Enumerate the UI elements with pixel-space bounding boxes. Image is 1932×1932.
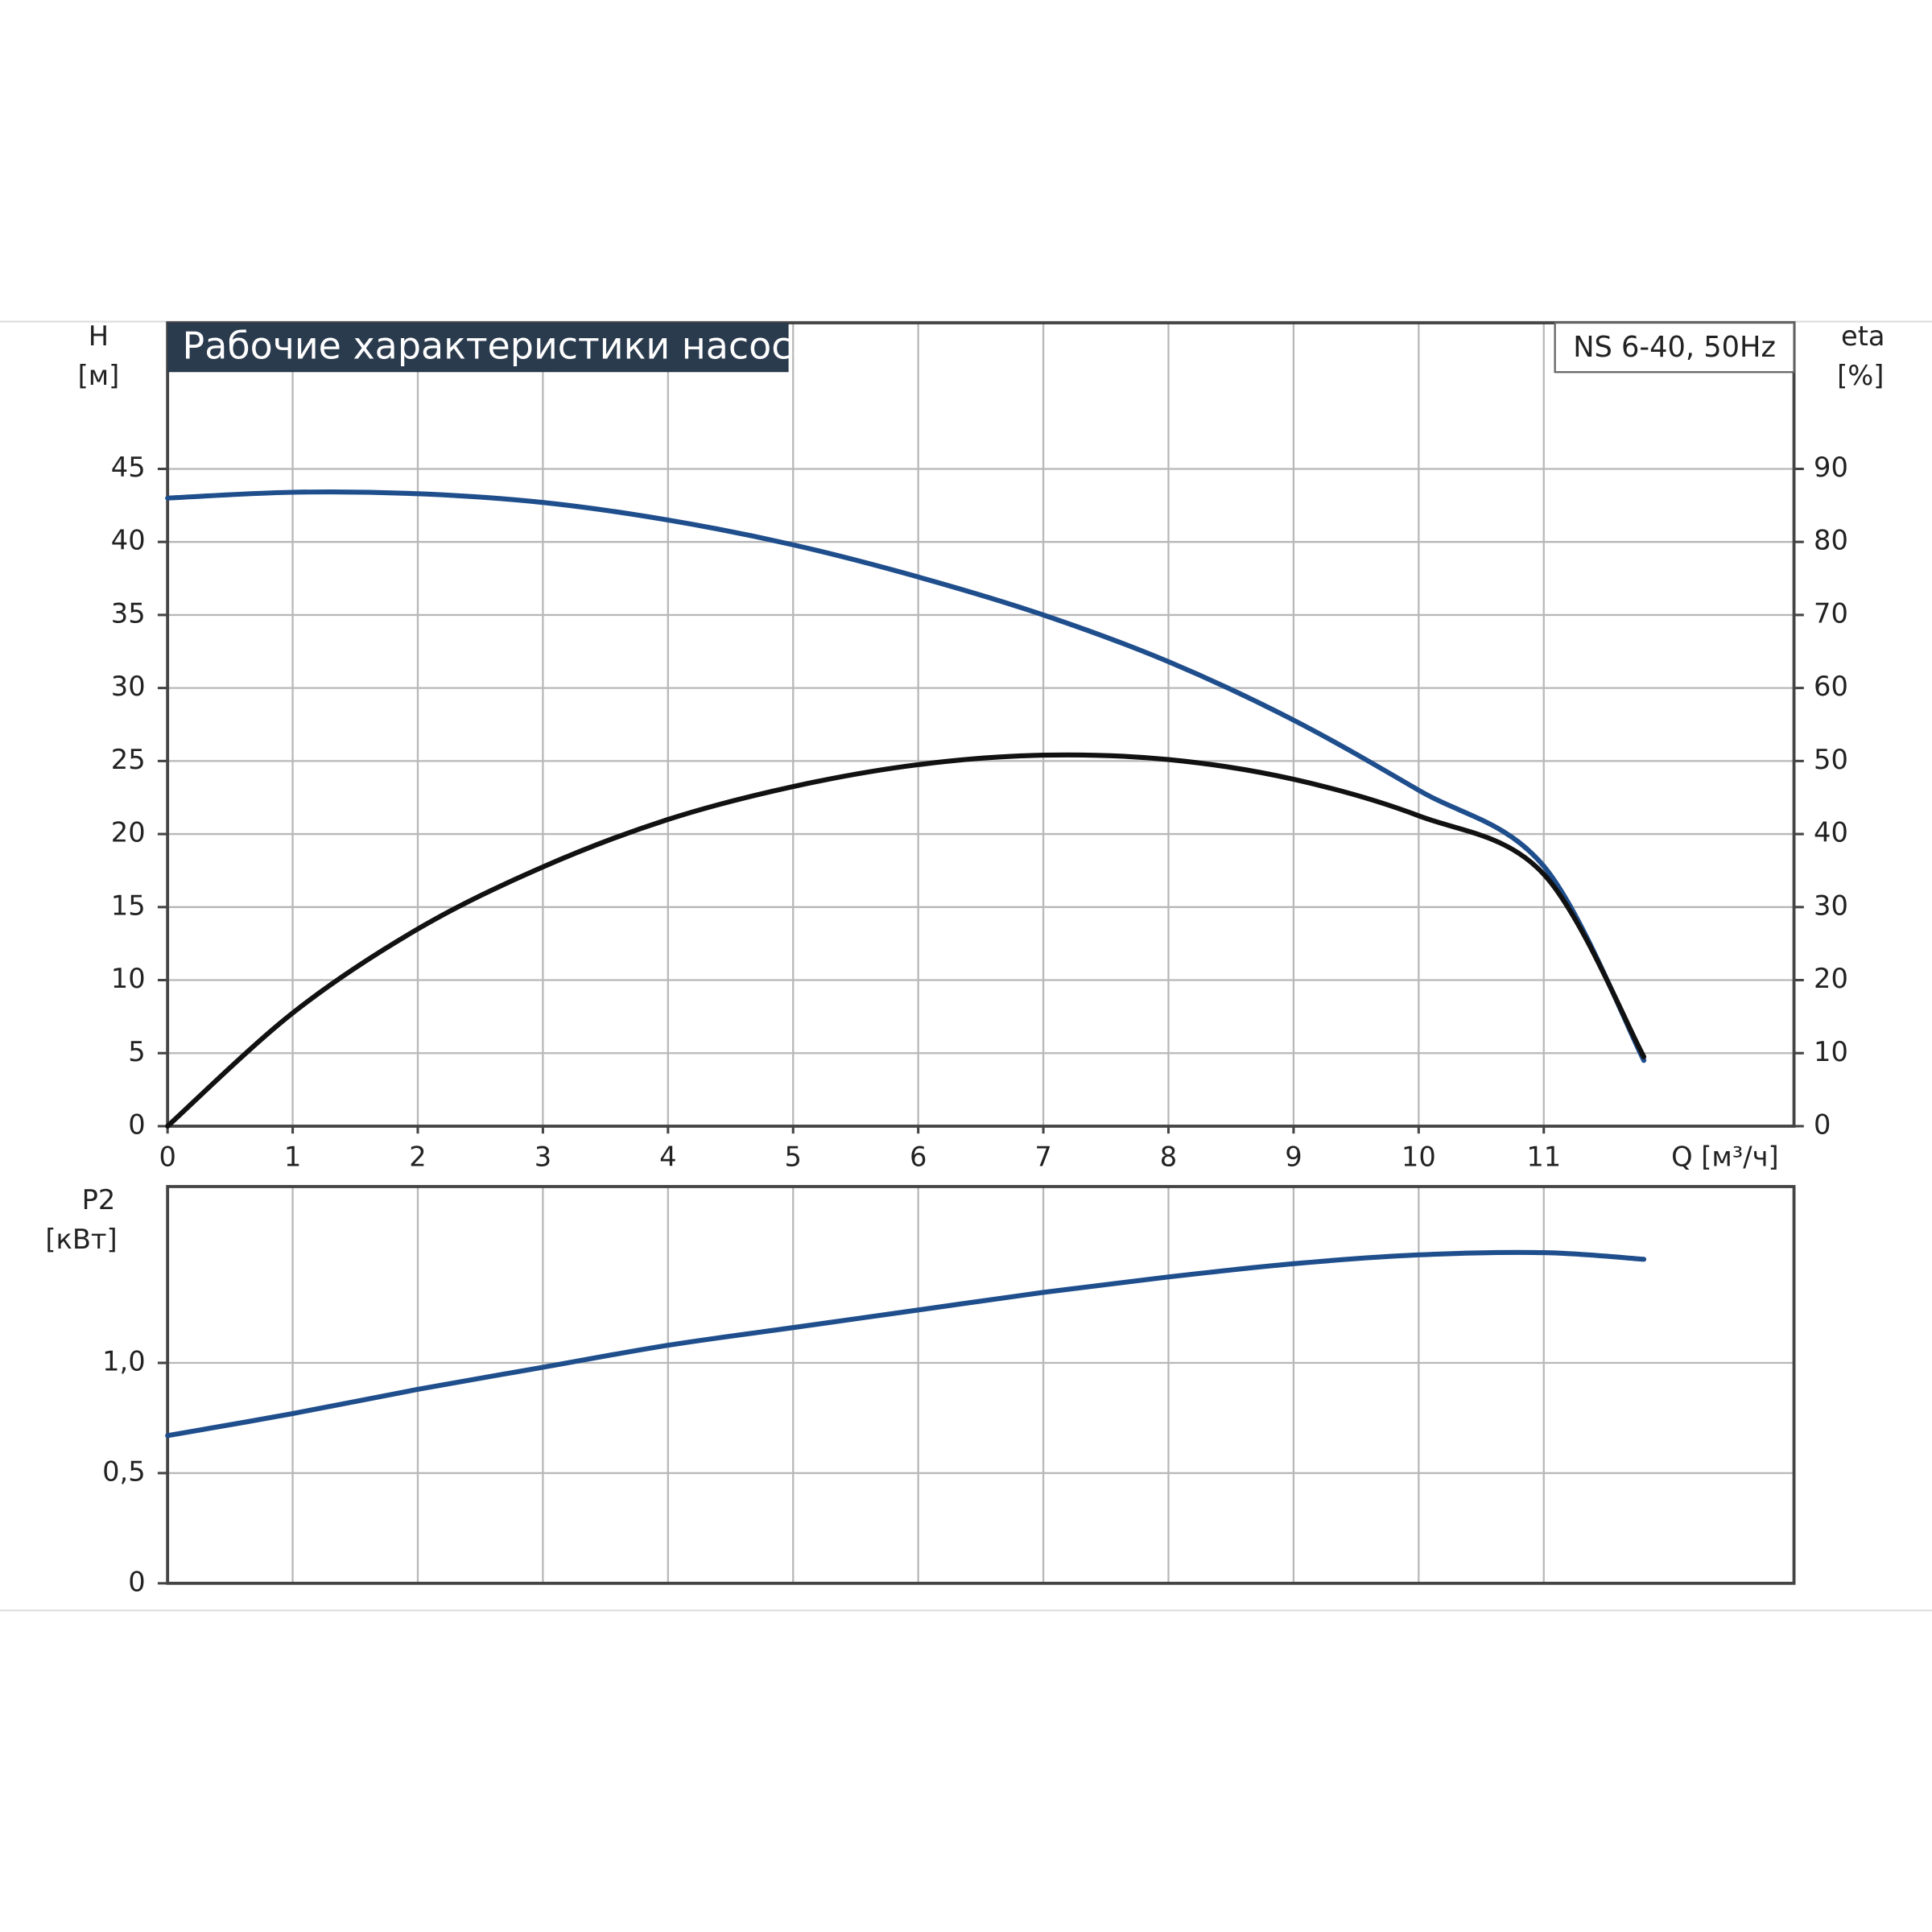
x-tick-label: 11 bbox=[1526, 1141, 1561, 1172]
y-axis-label: H bbox=[89, 320, 109, 352]
y-tick-label: 40 bbox=[111, 525, 146, 556]
chart-title: Рабочие характеристики насоса bbox=[183, 324, 815, 368]
x-tick-label: 1 bbox=[284, 1141, 301, 1172]
y-axis-unit: [м] bbox=[78, 360, 120, 391]
y-tick-label: 5 bbox=[128, 1036, 145, 1067]
y2-tick-label: 80 bbox=[1814, 525, 1848, 556]
x-tick-label: 6 bbox=[910, 1141, 927, 1172]
y-tick-label: 35 bbox=[111, 597, 146, 629]
x-tick-label: 2 bbox=[409, 1141, 426, 1172]
y-axis-label: P2 bbox=[82, 1184, 116, 1216]
annotation-box bbox=[1554, 321, 1795, 374]
y-tick-label: 30 bbox=[111, 671, 146, 702]
title-box bbox=[167, 323, 789, 373]
y-tick-label: 15 bbox=[111, 890, 146, 921]
y2-tick-label: 40 bbox=[1814, 817, 1848, 848]
y2-tick-label: 20 bbox=[1814, 963, 1848, 994]
y2-tick-label: 50 bbox=[1814, 744, 1848, 775]
y2-tick-label: 90 bbox=[1814, 452, 1848, 483]
plot-frame bbox=[166, 1185, 1796, 1585]
x-tick-label: 9 bbox=[1285, 1141, 1302, 1172]
y-tick-label: 1,0 bbox=[102, 1346, 146, 1377]
y-tick-label: 0,5 bbox=[102, 1455, 146, 1487]
y2-axis-unit: [%] bbox=[1837, 360, 1884, 391]
y2-tick-label: 60 bbox=[1814, 671, 1848, 702]
y-tick-label: 25 bbox=[111, 744, 146, 775]
x-tick-label: 3 bbox=[535, 1141, 551, 1172]
y-tick-label: 0 bbox=[128, 1566, 145, 1597]
x-axis-label: Q [м³/ч] bbox=[1671, 1141, 1779, 1172]
y2-axis-label: eta bbox=[1841, 320, 1885, 352]
series-line bbox=[165, 489, 1647, 1063]
y2-tick-label: 0 bbox=[1814, 1108, 1831, 1140]
x-tick-label: 10 bbox=[1402, 1141, 1436, 1172]
x-tick-label: 4 bbox=[659, 1141, 676, 1172]
x-tick-label: 8 bbox=[1160, 1141, 1177, 1172]
annotation: NS 6-40, 50Hz bbox=[1573, 331, 1776, 364]
y-tick-label: 10 bbox=[111, 963, 146, 994]
x-tick-label: 0 bbox=[159, 1141, 175, 1172]
plots: 0 1 2 3 4 5 6 7 8 9 10 1105101520253035404501020304… bbox=[45, 320, 1885, 1597]
x-tick-label: 5 bbox=[785, 1141, 802, 1172]
y-tick-label: 0 bbox=[128, 1108, 145, 1140]
y-tick-label: 20 bbox=[111, 817, 146, 848]
y-tick-label: 45 bbox=[111, 452, 146, 483]
x-tick-label: 7 bbox=[1034, 1141, 1051, 1172]
series-line bbox=[165, 752, 1647, 1129]
plot-frame bbox=[166, 321, 1796, 1128]
y2-tick-label: 10 bbox=[1814, 1036, 1848, 1067]
y2-tick-label: 30 bbox=[1814, 890, 1848, 921]
series-line bbox=[165, 1249, 1647, 1439]
y-axis-unit: [кВт] bbox=[45, 1224, 117, 1255]
y2-tick-label: 70 bbox=[1814, 597, 1848, 629]
